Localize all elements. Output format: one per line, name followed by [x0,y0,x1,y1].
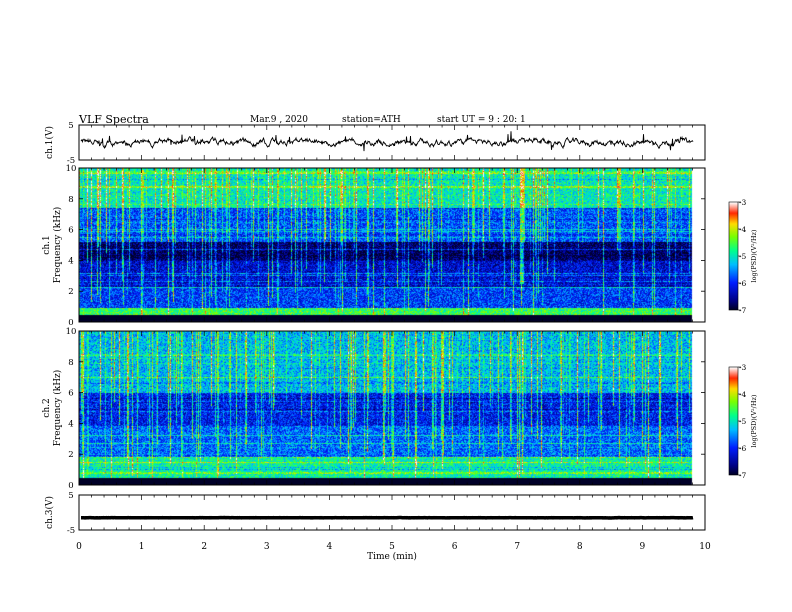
colorbar-tick-label: -6 [739,444,747,453]
x-tick-label: 6 [452,542,458,552]
x-tick-label: 5 [389,542,395,552]
ch1-waveform-line [80,131,694,152]
y-tick-label: 5 [68,121,73,131]
y-tick-label: 8 [68,195,73,205]
colorbar-tick-label: -5 [739,417,747,426]
start-time-label: start UT = 9 : 20: 1 [437,115,526,125]
y-axis-title: ch.3(V) [44,496,55,529]
ch3-waveform-line [81,515,694,520]
y-tick-label: -5 [67,156,75,166]
colorbar-tick-label: -4 [739,390,747,399]
y-tick-label: 0 [68,318,73,328]
x-axis-title: Time (min) [367,551,417,562]
panel-frame [78,167,706,323]
colorbar-tick-label: -4 [739,225,747,234]
y-tick-label: 4 [68,256,73,266]
x-tick-label: 4 [327,542,333,552]
colorbar-tick-label: -3 [739,363,747,372]
y-tick-label: 10 [66,327,77,337]
x-tick-label: 10 [699,542,711,552]
y-tick-label: 4 [68,419,73,429]
colorbar-label: log(PSD)(V²/Hz) [750,394,758,447]
ch2-spectrogram [79,331,705,485]
y-axis-title: ch.2 [42,398,52,417]
x-tick-label: 8 [577,542,583,552]
date-label: Mar.9 , 2020 [250,115,308,125]
y-tick-label: 5 [68,491,73,501]
y-axis-title: Frequency (kHz) [52,207,63,284]
colorbar-tick-label: -5 [739,252,747,261]
x-tick-label: 9 [640,542,646,552]
y-axis-title: ch.1(V) [44,126,55,159]
y-tick-label: 10 [66,164,77,174]
x-tick-label: 7 [514,542,520,552]
panel-frame [78,330,706,486]
y-tick-label: 2 [68,450,73,460]
panel-frame [78,494,706,531]
colorbar-label: log(PSD)(V²/Hz) [750,229,758,282]
y-tick-label: 6 [68,226,73,236]
colorbar-tick-label: -3 [739,198,747,207]
y-tick-label: 8 [68,358,73,368]
y-tick-label: 2 [68,287,73,297]
x-tick-label: 1 [139,542,145,552]
x-tick-label: 3 [264,542,270,552]
x-tick-label: 0 [76,542,82,552]
ch1-spectrogram [79,168,705,322]
x-tick-label: 2 [201,542,207,552]
colorbar-tick-label: -7 [739,306,747,315]
colorbar-tick-label: -7 [739,471,747,480]
ch1-colorbar [729,202,738,310]
y-tick-label: 0 [68,481,73,491]
y-axis-title: ch.1 [42,235,52,254]
colorbar-frame [728,366,739,476]
y-tick-label: 6 [68,389,73,399]
chart-title: VLF Spectra [79,113,149,126]
ch2-colorbar [729,367,738,475]
y-axis-title: Frequency (kHz) [52,370,63,447]
colorbar-tick-label: -6 [739,279,747,288]
y-tick-label: -5 [67,526,75,536]
station-label: station=ATH [342,115,401,125]
colorbar-frame [728,201,739,311]
